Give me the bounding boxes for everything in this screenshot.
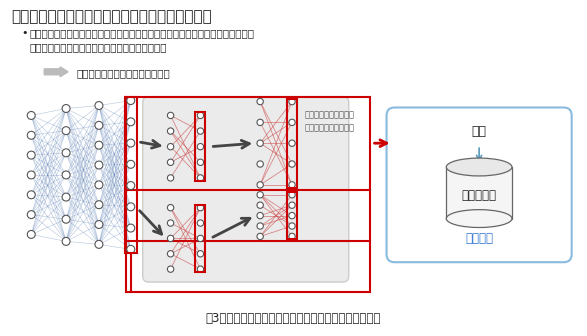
Circle shape — [257, 202, 264, 208]
Circle shape — [95, 201, 103, 209]
Circle shape — [289, 212, 295, 219]
Ellipse shape — [446, 158, 512, 176]
Circle shape — [27, 131, 35, 139]
Text: •: • — [21, 28, 28, 38]
Circle shape — [289, 98, 295, 105]
Text: 話者モデル: 話者モデル — [461, 189, 497, 202]
Circle shape — [257, 212, 264, 219]
Circle shape — [62, 104, 70, 113]
Circle shape — [167, 143, 174, 150]
Circle shape — [167, 220, 174, 226]
Bar — [195, 205, 205, 272]
Circle shape — [257, 140, 264, 146]
Bar — [446, 167, 512, 219]
Circle shape — [197, 205, 204, 211]
Circle shape — [167, 175, 174, 181]
Circle shape — [289, 233, 295, 240]
Circle shape — [289, 161, 295, 167]
Circle shape — [27, 112, 35, 119]
Text: 少量の発話での話者の登録が可能: 少量の発話での話者の登録が可能 — [76, 68, 170, 78]
FancyBboxPatch shape — [143, 96, 349, 282]
Circle shape — [289, 182, 295, 188]
Circle shape — [62, 215, 70, 223]
Text: ニューラルネットワークのノード間の接続重みをランダムにゼロ化することで、
様々な中間出力を模擬的に生成。話者登録に利用: ニューラルネットワークのノード間の接続重みをランダムにゼロ化することで、 様々な… — [29, 28, 254, 52]
Circle shape — [127, 224, 135, 232]
Text: 話者登録: 話者登録 — [465, 233, 493, 246]
Circle shape — [257, 161, 264, 167]
Text: ニューラルネットワークのデータ拡張手法の活用: ニューラルネットワークのデータ拡張手法の活用 — [11, 9, 212, 24]
Circle shape — [167, 266, 174, 272]
Circle shape — [167, 251, 174, 257]
Circle shape — [167, 128, 174, 134]
Circle shape — [127, 139, 135, 147]
Bar — [287, 98, 297, 188]
Circle shape — [95, 121, 103, 129]
Circle shape — [167, 159, 174, 165]
Circle shape — [257, 233, 264, 240]
Circle shape — [197, 220, 204, 226]
Circle shape — [127, 118, 135, 126]
Circle shape — [257, 223, 264, 229]
FancyBboxPatch shape — [387, 108, 572, 262]
Circle shape — [95, 141, 103, 149]
Text: ノード間の接続重みを
ランダムにゼロにする: ノード間の接続重みを ランダムにゼロにする — [305, 111, 355, 132]
Circle shape — [95, 220, 103, 228]
Ellipse shape — [446, 210, 512, 227]
Circle shape — [127, 96, 135, 104]
Circle shape — [197, 251, 204, 257]
Circle shape — [257, 182, 264, 188]
Bar — [195, 113, 205, 181]
Circle shape — [257, 98, 264, 105]
Circle shape — [95, 240, 103, 248]
Circle shape — [95, 101, 103, 110]
Circle shape — [289, 202, 295, 208]
Circle shape — [62, 171, 70, 179]
Circle shape — [62, 193, 70, 201]
Circle shape — [289, 223, 295, 229]
Circle shape — [289, 119, 295, 126]
Circle shape — [167, 205, 174, 211]
Circle shape — [167, 112, 174, 119]
Circle shape — [127, 203, 135, 211]
Circle shape — [95, 181, 103, 189]
Text: 図3：ニューラルネットワークのデータ拡張手法の活用: 図3：ニューラルネットワークのデータ拡張手法の活用 — [206, 312, 381, 325]
Circle shape — [289, 192, 295, 198]
Circle shape — [27, 151, 35, 159]
Text: 話者: 話者 — [471, 125, 487, 138]
Bar — [287, 192, 297, 240]
Circle shape — [127, 160, 135, 168]
Circle shape — [197, 235, 204, 242]
Circle shape — [62, 127, 70, 135]
Circle shape — [127, 181, 135, 190]
Circle shape — [27, 230, 35, 239]
Circle shape — [62, 149, 70, 157]
Circle shape — [197, 175, 204, 181]
Circle shape — [95, 161, 103, 169]
Circle shape — [197, 112, 204, 119]
Circle shape — [127, 245, 135, 253]
Circle shape — [197, 143, 204, 150]
Circle shape — [197, 266, 204, 272]
Circle shape — [257, 192, 264, 198]
Circle shape — [197, 128, 204, 134]
Bar — [125, 96, 137, 253]
FancyArrow shape — [44, 67, 68, 77]
Circle shape — [167, 235, 174, 242]
Circle shape — [257, 119, 264, 126]
Circle shape — [27, 211, 35, 219]
Circle shape — [62, 238, 70, 245]
Circle shape — [289, 140, 295, 146]
Circle shape — [27, 171, 35, 179]
Circle shape — [27, 191, 35, 199]
Circle shape — [197, 159, 204, 165]
